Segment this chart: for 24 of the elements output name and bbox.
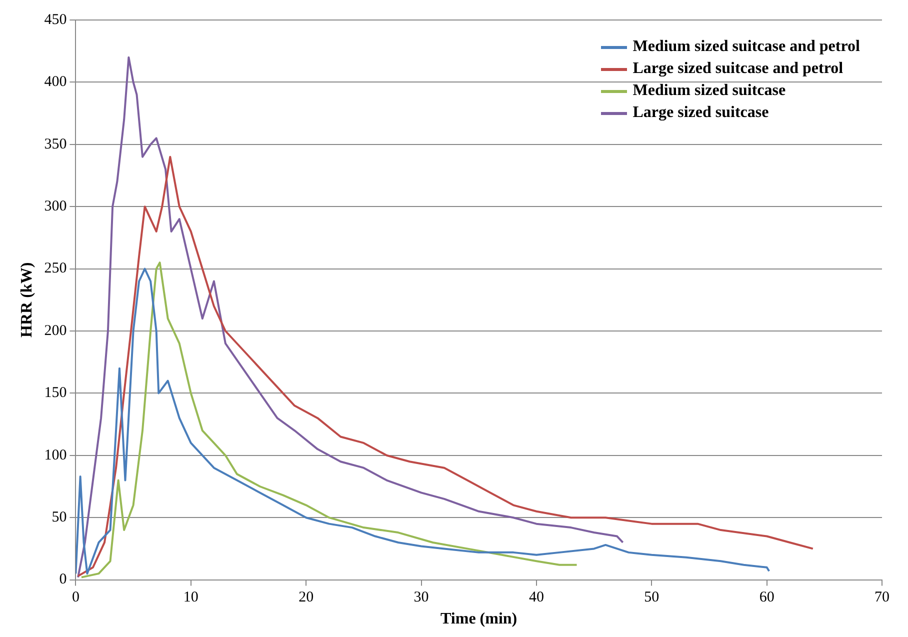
legend-label: Large sized suitcase and petrol [632, 59, 844, 79]
legend-label: Medium sized suitcase [632, 81, 786, 101]
x-tick-label: 70 [874, 590, 890, 606]
y-tick-label: 50 [52, 510, 67, 526]
y-axis-title: HRR (kW) [18, 262, 36, 338]
x-tick-label: 40 [528, 590, 544, 606]
legend-label: Medium sized suitcase and petrol [632, 37, 860, 57]
x-tick-label: 60 [759, 590, 774, 606]
x-tick-label: 0 [72, 590, 80, 606]
y-tick-label: 150 [44, 385, 67, 402]
x-axis-title: Time (min) [440, 610, 518, 628]
y-tick-label: 400 [44, 74, 67, 90]
x-tick-label: 20 [298, 590, 314, 606]
y-tick-label: 300 [44, 198, 67, 215]
y-tick-label: 200 [44, 322, 67, 339]
y-tick-label: 100 [44, 447, 67, 464]
x-tick-label: 50 [644, 590, 660, 606]
x-tick-label: 30 [414, 590, 429, 606]
y-tick-label: 350 [44, 136, 67, 152]
legend-label: Large sized suitcase [632, 103, 769, 123]
y-tick-label: 250 [44, 260, 67, 277]
y-tick-label: 0 [59, 572, 67, 588]
x-tick-label: 10 [183, 590, 198, 606]
y-tick-label: 450 [44, 12, 67, 28]
